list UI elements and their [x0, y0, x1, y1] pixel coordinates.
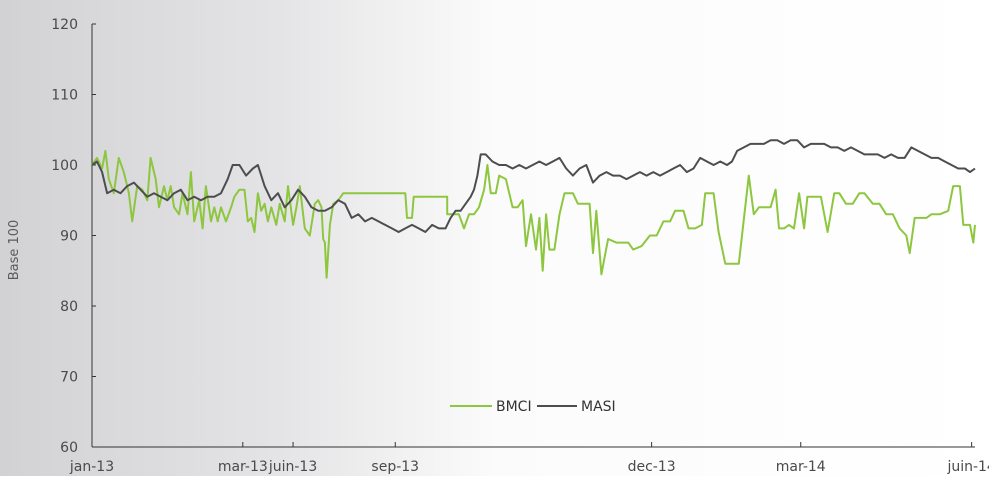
x-tick-label: mar-14 [776, 459, 826, 475]
series-line-masi [91, 139, 976, 233]
legend-label-masi: MASI [581, 399, 616, 415]
x-tick-label: mar-13 [218, 459, 268, 475]
legend-label-bmci: BMCI [496, 399, 532, 415]
y-tick-label: 120 [51, 17, 78, 33]
axes: 60 70 80 90 100 110 120 jan-13 mar-13 juin-13 sep-… [51, 17, 989, 475]
series-line-bmci [91, 149, 976, 279]
y-tick-label: 110 [51, 88, 78, 104]
y-tick-label: 70 [60, 370, 78, 386]
y-axis-label: Base 100 [7, 220, 22, 281]
series-layer [91, 139, 976, 279]
y-tick-label: 60 [60, 440, 78, 456]
x-tick-label: sep-13 [371, 459, 419, 475]
x-tick-label: juin-13 [268, 459, 317, 475]
x-tick-label: dec-13 [628, 459, 676, 475]
y-tick-label: 100 [51, 158, 78, 174]
legend: BMCI MASI [450, 399, 616, 415]
x-tick-label: jan-13 [69, 459, 114, 475]
y-tick-label: 90 [60, 229, 78, 245]
y-tick-label: 80 [60, 299, 78, 315]
x-tick-label: juin-14 [946, 459, 989, 475]
